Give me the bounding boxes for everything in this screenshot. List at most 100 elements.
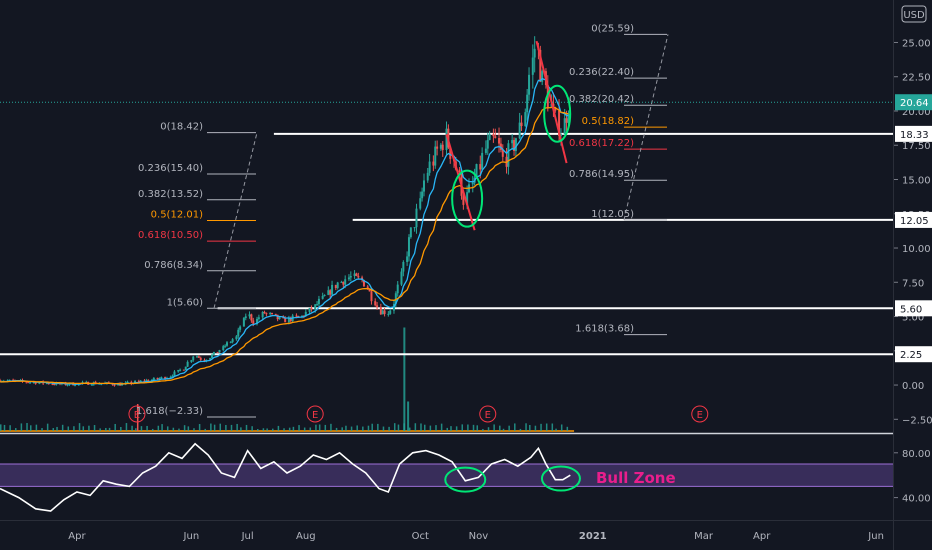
fib-level-label: 0.382(13.52) [138, 189, 203, 200]
candle-body [216, 351, 219, 353]
candle-body [434, 146, 437, 166]
volume-spike [136, 404, 139, 431]
candle-body [197, 356, 200, 358]
candle-body [224, 345, 227, 347]
price-tick-label: 0.00 [902, 381, 924, 392]
candle-body [34, 382, 37, 384]
candle-body [27, 382, 30, 384]
currency-badge[interactable]: USD [901, 5, 927, 23]
earnings-marker[interactable] [306, 405, 324, 423]
rsi-tick-label: 40.00 [902, 494, 931, 505]
price-tag-label: 20.64 [900, 98, 929, 109]
volume-bar [420, 423, 422, 431]
earnings-marker-label: E [134, 410, 140, 421]
volume-bar [514, 423, 516, 431]
volume-bar [529, 424, 531, 431]
candle-body [347, 277, 350, 280]
candle-body [8, 379, 11, 381]
candle-body [383, 310, 386, 314]
rsi-highlight-ellipse[interactable] [540, 465, 581, 492]
earnings-marker[interactable] [479, 405, 497, 423]
earnings-marker[interactable] [691, 405, 709, 423]
candle-body [156, 377, 159, 380]
volume-bar [52, 428, 55, 431]
candle-body [235, 336, 238, 340]
candle-body [282, 317, 285, 319]
candle-body [237, 329, 240, 337]
candle-body [428, 161, 431, 173]
fib-level-label: 0.236(15.40) [138, 163, 203, 174]
candle-body [445, 128, 448, 150]
candle-body [492, 134, 495, 137]
candle-body [244, 316, 247, 319]
price-tag-label: 12.05 [900, 216, 929, 227]
volume-bar [377, 423, 379, 431]
candle-body [38, 382, 41, 384]
candle-body [436, 146, 439, 149]
fib-level-label: 1.618(−2.33) [136, 406, 203, 417]
candle-body [327, 290, 330, 295]
fib-level-label: 1.618(3.68) [575, 324, 634, 335]
volume-bar [240, 427, 242, 431]
volume-bar [157, 425, 160, 431]
volume-bar [455, 426, 458, 431]
volume-bar [356, 425, 358, 431]
candle-body [342, 281, 345, 285]
candle-body [278, 317, 281, 320]
candle-body [462, 195, 465, 205]
fib-level-label: 0.382(20.42) [569, 94, 634, 105]
fibonacci-retracements[interactable]: 0(18.42) 0.236(15.40) 0.382(13.52) 0.5(12.0… [136, 23, 669, 418]
flag-highlight-ellipse[interactable] [543, 84, 572, 143]
volume-bar [178, 428, 180, 431]
candle-body [265, 313, 268, 315]
earnings-marker-label: E [485, 410, 491, 421]
pullback-trendline[interactable] [445, 134, 476, 231]
volume-bar [146, 425, 148, 431]
support-resistance-lines[interactable] [0, 132, 893, 356]
drawing-annotations[interactable] [445, 40, 572, 231]
volume-bar [371, 423, 373, 431]
candle-body [158, 378, 161, 380]
candle-body [184, 366, 187, 371]
candle-body [406, 256, 409, 262]
price-tag-label: 5.60 [900, 304, 922, 315]
earnings-marker[interactable] [128, 405, 146, 423]
candle-body [186, 361, 189, 367]
volume-bar [9, 425, 11, 431]
candle-body [134, 380, 137, 383]
candle-body [248, 314, 251, 317]
candle-body [45, 383, 48, 385]
time-tick-label: Jun [867, 531, 884, 542]
volume-bar [315, 424, 317, 431]
volume-bar [362, 426, 364, 431]
volume-bar [472, 424, 475, 431]
candle-body [297, 315, 300, 317]
earnings-marker-label: E [312, 410, 318, 421]
volume-bar [435, 425, 437, 431]
fib-level-label: 0.618(17.22) [569, 138, 634, 149]
candle-body [226, 342, 229, 346]
currency-badge-box[interactable] [901, 5, 927, 23]
candle-body [567, 114, 570, 123]
volume-bar [545, 423, 548, 431]
candle-body [541, 71, 544, 82]
volume-bar [187, 426, 190, 431]
rsi-highlight-ellipse[interactable] [444, 466, 487, 493]
pullback-trendline[interactable] [535, 40, 568, 164]
flag-highlight-ellipse[interactable] [451, 169, 484, 228]
volume-bar [324, 424, 327, 431]
time-axis[interactable]: Apr Jun Jul Aug Oct Nov 2021 Mar Apr Jun [68, 531, 884, 542]
candle-body [518, 122, 521, 139]
candle-body [520, 122, 523, 127]
volume-bar [140, 426, 143, 431]
fib-level-label: 1(5.60) [167, 297, 204, 308]
volume-bar [266, 428, 268, 431]
candle-body [295, 315, 298, 317]
candle-body [276, 314, 279, 320]
volume-bar [367, 425, 370, 431]
candle-body [310, 308, 313, 310]
time-tick-label: Apr [68, 531, 86, 542]
candle-body [381, 310, 384, 315]
